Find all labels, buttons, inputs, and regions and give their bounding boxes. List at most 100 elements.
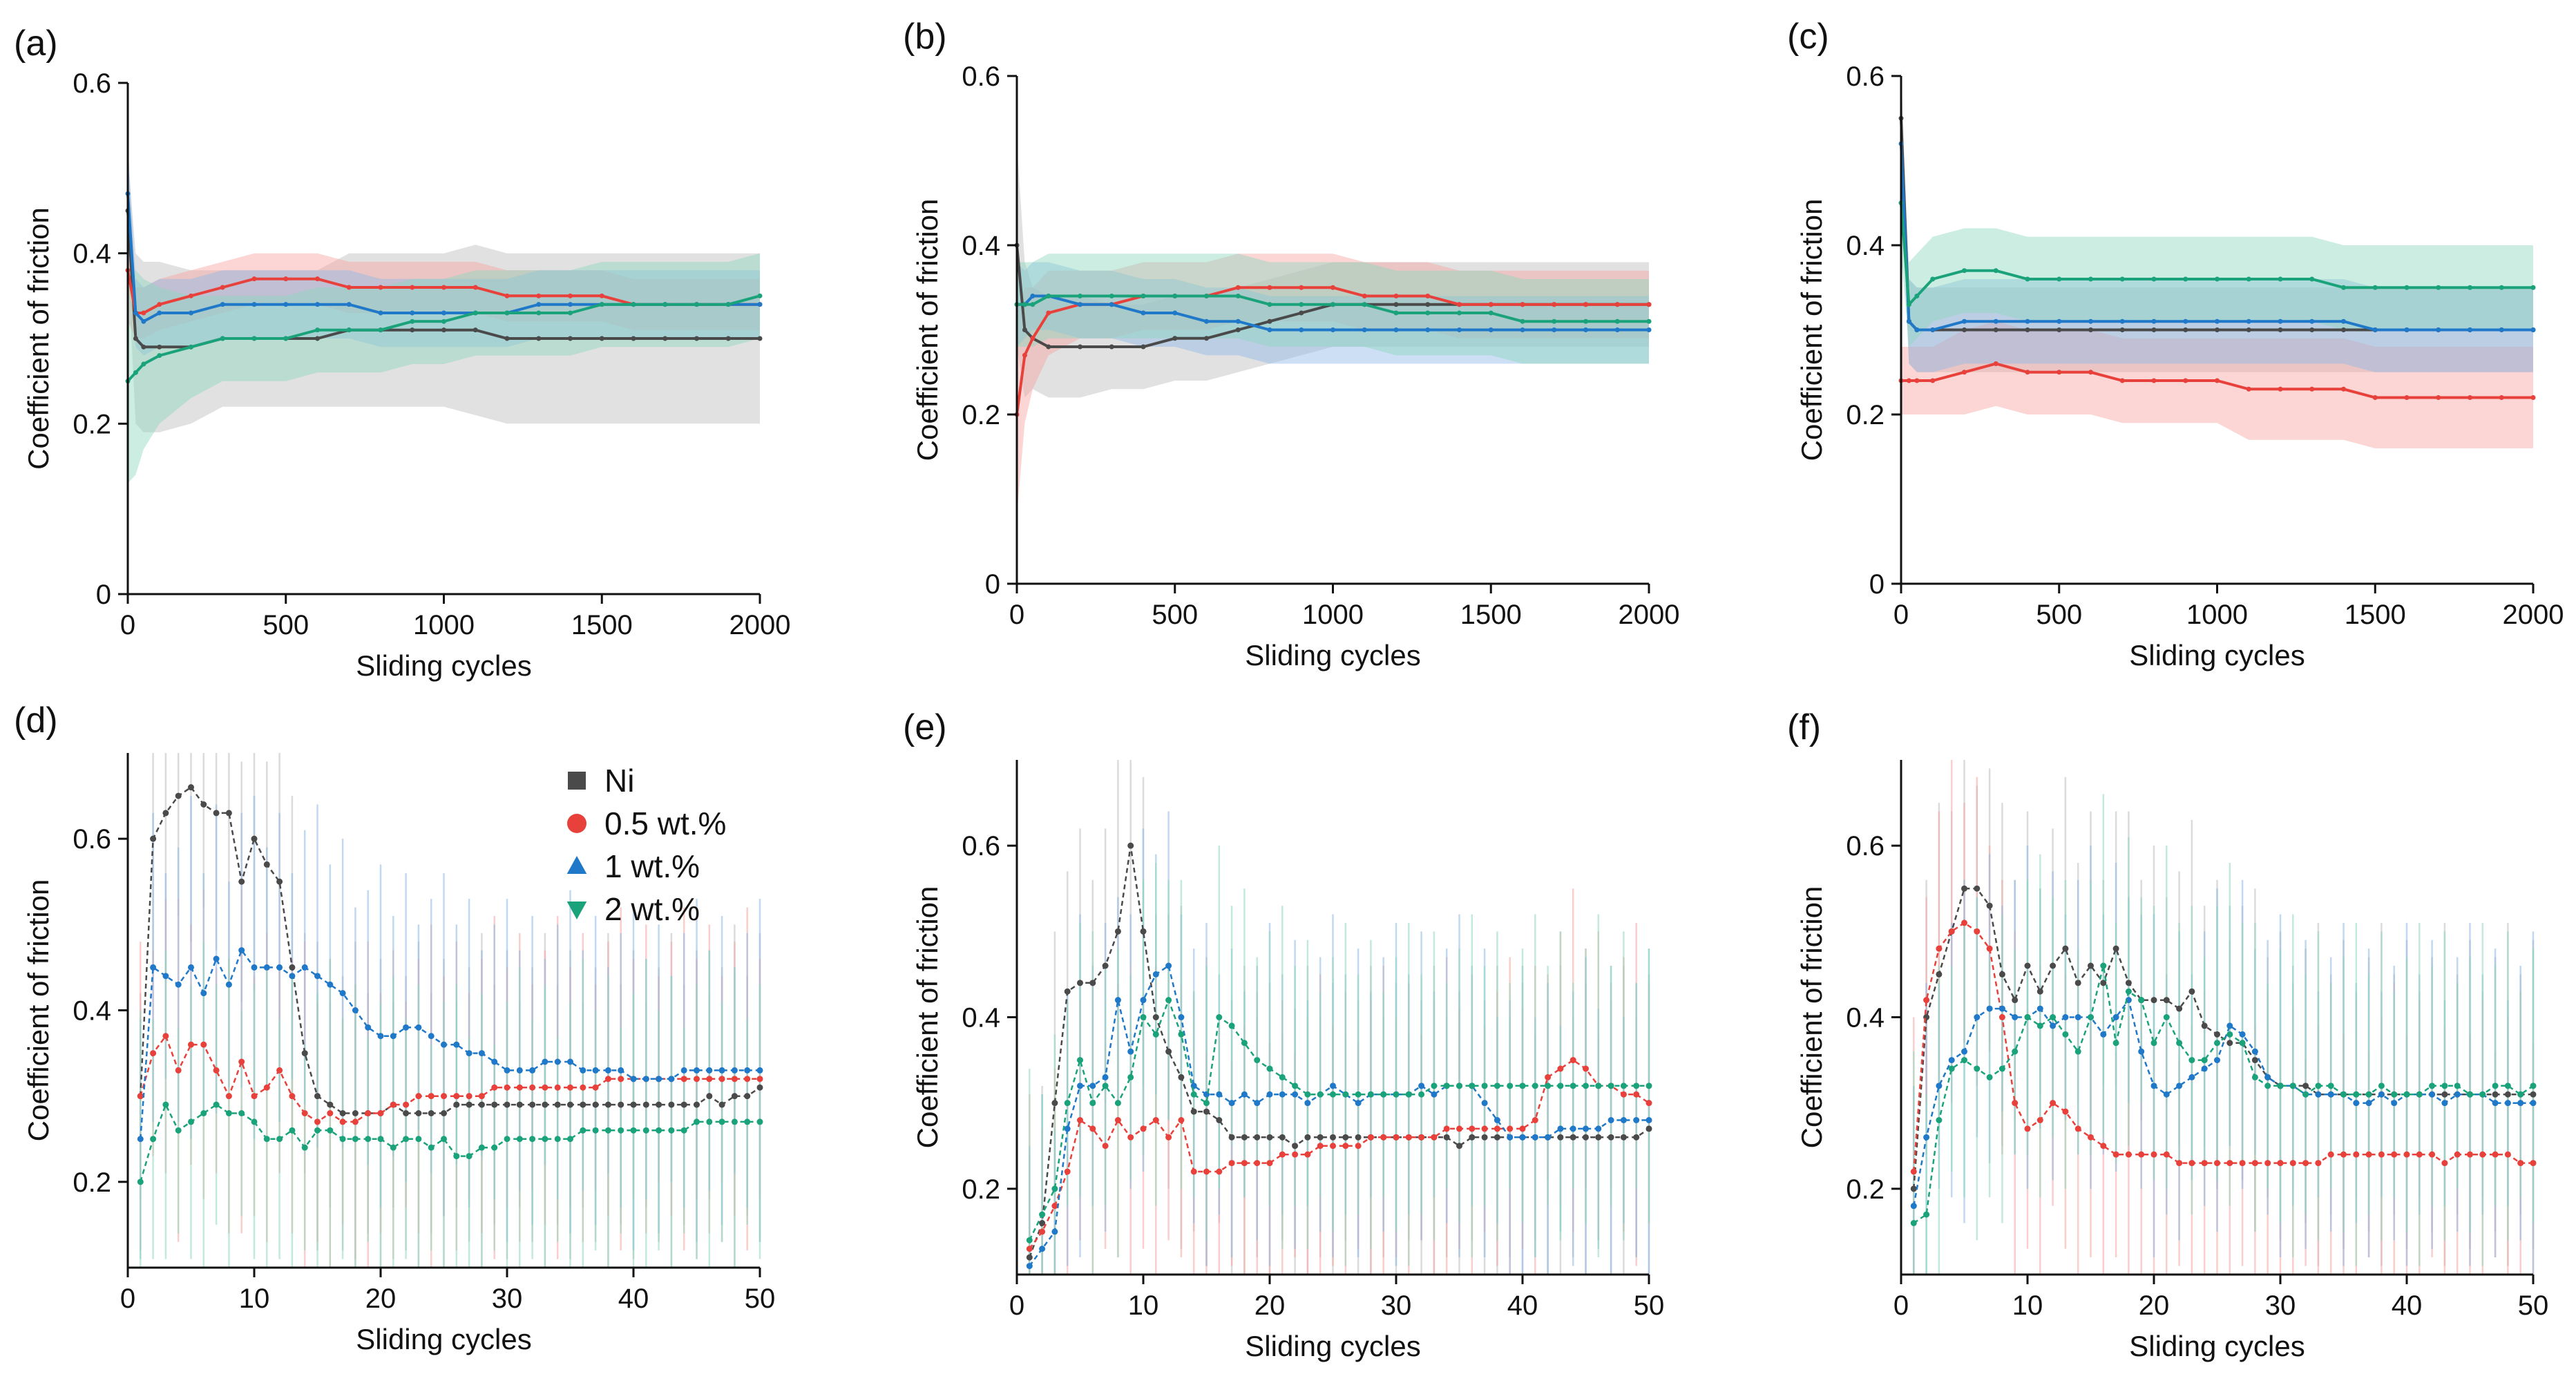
data-point-1-wt- bbox=[1304, 1100, 1311, 1107]
data-point-2-wt- bbox=[289, 1127, 296, 1134]
data-point-2-wt- bbox=[1203, 1100, 1210, 1107]
data-point-1-wt- bbox=[2441, 1100, 2448, 1107]
data-point-ni bbox=[1235, 327, 1241, 332]
data-point-2-wt- bbox=[2504, 1082, 2511, 1089]
data-point-2-wt- bbox=[2404, 285, 2410, 290]
data-point-ni bbox=[2100, 980, 2107, 986]
data-point-1-wt- bbox=[694, 1067, 700, 1074]
data-point-1-wt- bbox=[1481, 1100, 1488, 1107]
data-point-0-5-wt- bbox=[1583, 1065, 1589, 1072]
data-point-0-5-wt- bbox=[1948, 928, 1955, 935]
data-point-0-5-wt- bbox=[2530, 1160, 2537, 1167]
data-point-2-wt- bbox=[2150, 1040, 2157, 1047]
data-point-ni bbox=[2246, 327, 2251, 332]
data-point-2-wt- bbox=[1646, 318, 1652, 324]
data-point-0-5-wt- bbox=[1140, 1125, 1147, 1132]
data-point-0-5-wt- bbox=[1962, 370, 1967, 375]
data-point-2-wt- bbox=[1930, 276, 1936, 282]
data-point-0-5-wt- bbox=[2215, 378, 2220, 383]
data-point-2-wt- bbox=[1570, 1082, 1576, 1089]
data-point-0-5-wt- bbox=[441, 1093, 447, 1100]
data-point-0-5-wt- bbox=[2239, 1160, 2246, 1167]
data-point-0-5-wt- bbox=[2057, 370, 2062, 375]
data-point-ni bbox=[1620, 1134, 1627, 1141]
data-point-2-wt- bbox=[656, 1127, 662, 1134]
data-point-ni bbox=[410, 327, 415, 333]
data-point-ni bbox=[428, 1110, 435, 1116]
data-point-0-5-wt- bbox=[453, 1093, 460, 1100]
data-point-1-wt- bbox=[2215, 318, 2220, 324]
data-point-ni bbox=[1141, 344, 1146, 350]
data-point-0-5-wt- bbox=[327, 1110, 334, 1116]
data-point-1-wt- bbox=[141, 318, 146, 324]
data-point-0-5-wt- bbox=[1165, 1134, 1172, 1141]
y-tick-label: 0.4 bbox=[962, 1003, 1000, 1033]
data-point-ni bbox=[757, 336, 763, 341]
data-point-0-5-wt- bbox=[1279, 1151, 1286, 1158]
data-point-ni bbox=[1299, 310, 1304, 316]
data-point-2-wt- bbox=[744, 1118, 751, 1125]
data-point-1-wt- bbox=[1961, 1048, 1967, 1055]
data-point-0-5-wt- bbox=[1494, 1125, 1500, 1132]
x-tick-label: 0 bbox=[1009, 600, 1024, 630]
data-point-2-wt- bbox=[1102, 1082, 1109, 1089]
data-point-0-5-wt- bbox=[1998, 1014, 2005, 1020]
data-point-1-wt- bbox=[756, 1067, 763, 1074]
data-point-ni bbox=[2163, 997, 2170, 1004]
data-point-ni bbox=[175, 792, 182, 799]
data-point-0-5-wt- bbox=[2150, 1151, 2157, 1158]
data-point-2-wt- bbox=[2188, 1057, 2195, 1064]
data-point-ni bbox=[618, 1101, 624, 1108]
x-tick-label: 1000 bbox=[2186, 600, 2248, 630]
data-point-1-wt- bbox=[618, 1067, 624, 1074]
data-point-1-wt- bbox=[251, 964, 258, 971]
data-point-ni bbox=[2530, 1091, 2537, 1098]
data-point-0-5-wt- bbox=[2214, 1160, 2220, 1167]
data-point-2-wt- bbox=[441, 1136, 447, 1143]
data-point-1-wt- bbox=[327, 981, 334, 988]
data-point-ni bbox=[441, 327, 446, 333]
data-point-2-wt- bbox=[1380, 1091, 1387, 1098]
data-point-2-wt- bbox=[1961, 1057, 1967, 1064]
data-point-0-5-wt- bbox=[1367, 1134, 1374, 1141]
data-point-0-5-wt- bbox=[536, 293, 542, 298]
data-point-2-wt- bbox=[2479, 1091, 2486, 1098]
data-point-0-5-wt- bbox=[220, 285, 225, 290]
data-point-2-wt- bbox=[1022, 302, 1027, 307]
data-point-ni bbox=[694, 1101, 700, 1108]
data-point-2-wt- bbox=[2530, 1082, 2537, 1089]
data-point-2-wt- bbox=[1457, 310, 1462, 316]
x-tick-label: 500 bbox=[263, 610, 309, 640]
data-point-1-wt- bbox=[2074, 1014, 2081, 1020]
data-point-1-wt- bbox=[2504, 1100, 2511, 1107]
data-point-2-wt- bbox=[1469, 1082, 1476, 1089]
data-point-1-wt- bbox=[2050, 1022, 2057, 1029]
data-point-1-wt- bbox=[1507, 1134, 1514, 1141]
data-point-1-wt- bbox=[2246, 318, 2251, 324]
x-tick-label: 10 bbox=[1128, 1290, 1159, 1321]
data-point-1-wt- bbox=[2341, 318, 2346, 324]
data-point-2-wt- bbox=[1583, 318, 1588, 324]
data-point-2-wt- bbox=[1064, 1100, 1071, 1107]
data-point-0-5-wt- bbox=[1064, 1168, 1071, 1175]
data-point-1-wt- bbox=[604, 1067, 611, 1074]
data-point-1-wt- bbox=[365, 1024, 372, 1031]
data-point-2-wt- bbox=[2436, 285, 2441, 290]
data-point-2-wt- bbox=[680, 1127, 687, 1134]
data-point-1-wt- bbox=[220, 302, 225, 307]
data-point-ni bbox=[554, 1101, 561, 1108]
data-point-0-5-wt- bbox=[1583, 302, 1588, 307]
data-point-2-wt- bbox=[1228, 1022, 1235, 1029]
data-point-0-5-wt- bbox=[2429, 1151, 2436, 1158]
data-point-2-wt- bbox=[580, 1127, 586, 1134]
data-point-1-wt- bbox=[1152, 971, 1159, 977]
data-point-0-5-wt- bbox=[1645, 1100, 1652, 1107]
data-point-0-5-wt- bbox=[706, 1076, 713, 1082]
data-point-1-wt- bbox=[1114, 997, 1121, 1004]
data-point-2-wt- bbox=[1614, 318, 1620, 324]
data-point-0-5-wt- bbox=[2138, 1151, 2145, 1158]
data-point-2-wt- bbox=[2138, 997, 2145, 1004]
data-point-1-wt- bbox=[1266, 1091, 1273, 1098]
data-point-0-5-wt- bbox=[1443, 1125, 1450, 1132]
data-point-ni bbox=[1109, 344, 1114, 350]
